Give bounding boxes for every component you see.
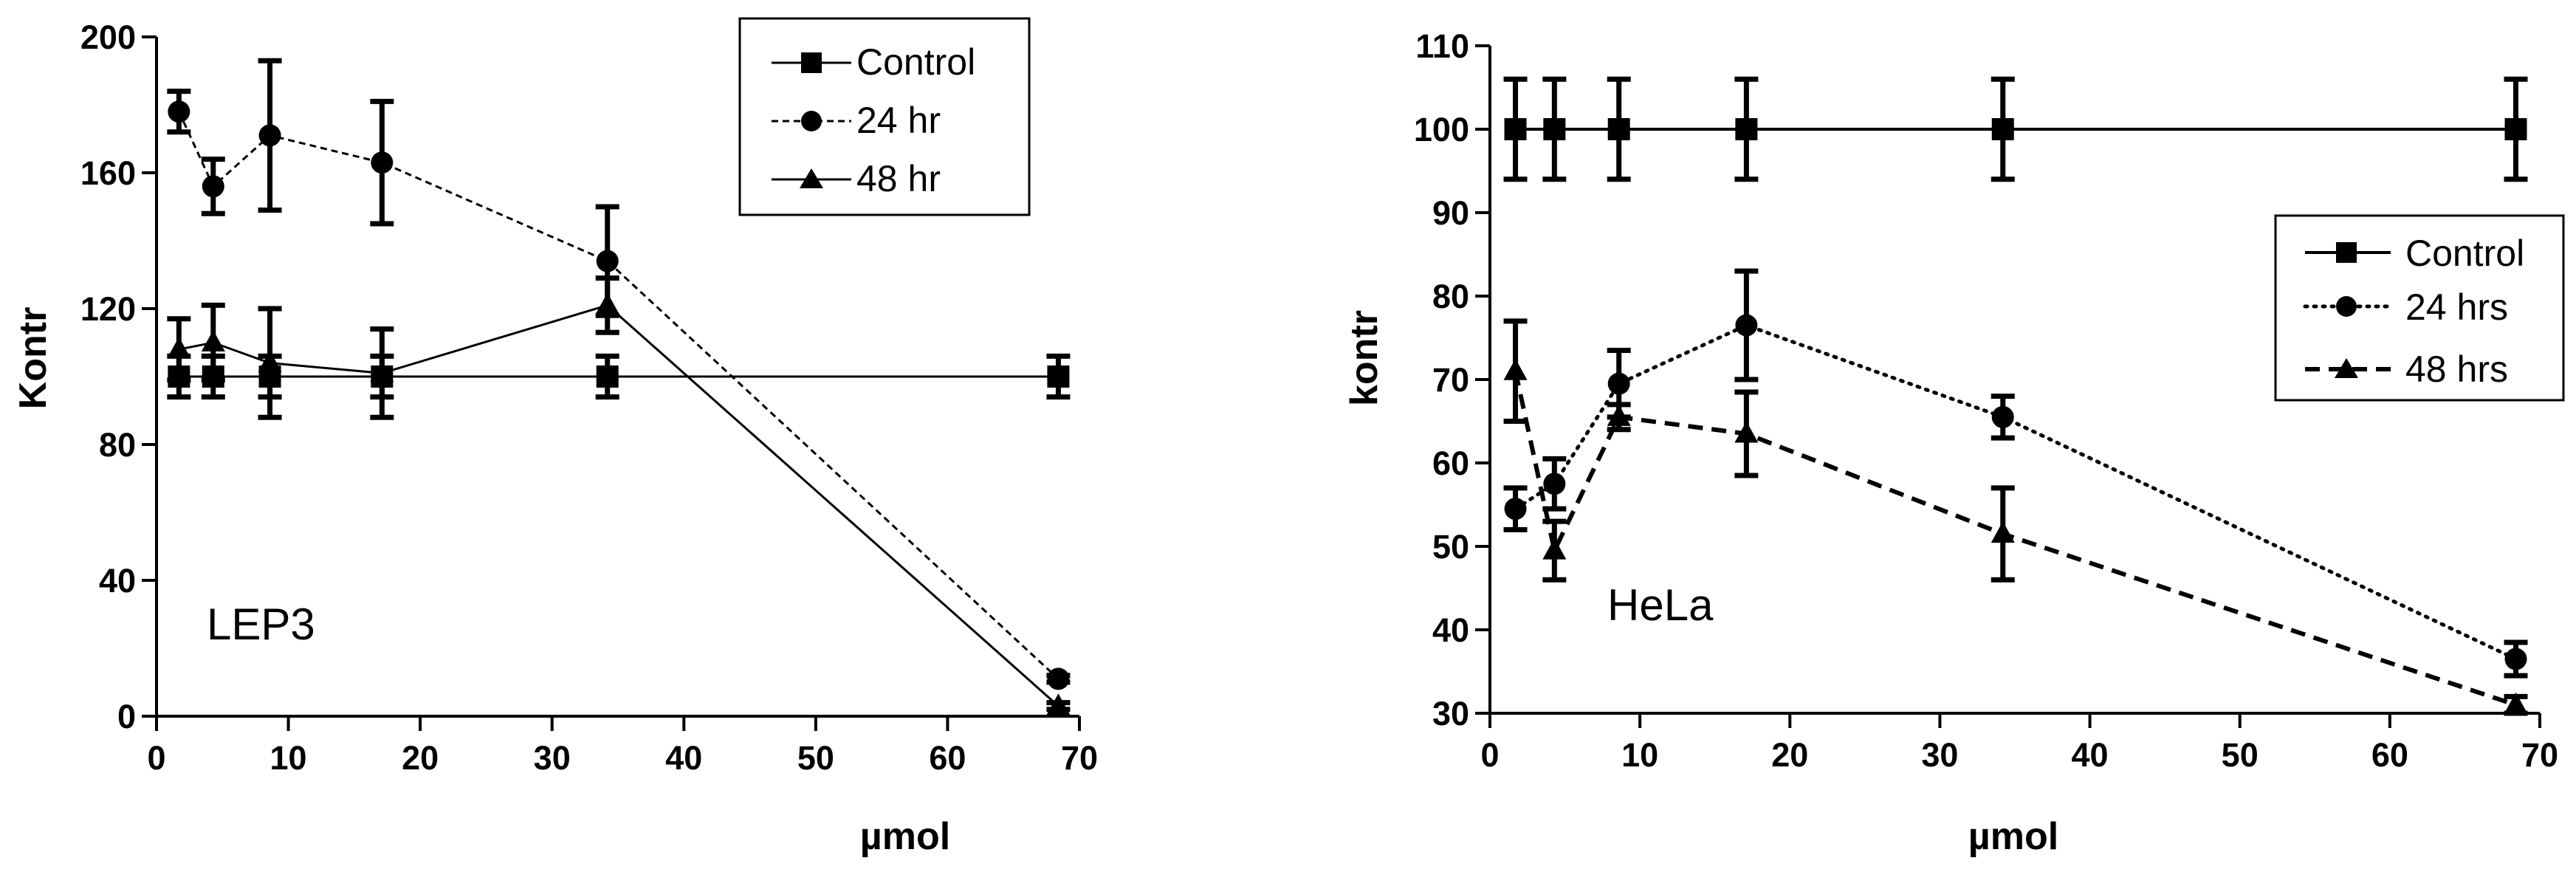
legend-label-24hr: 24 hr: [856, 100, 941, 141]
x-tick-label: 70: [2521, 736, 2558, 774]
chart-panel-hela: 30 40 50 60 70 80 90 100 110 0 10 20 30 40 50 60 70 µmol…: [1343, 27, 2565, 858]
x-tick-label: 20: [1771, 736, 1808, 774]
data-point-48-hrs: [1991, 521, 2015, 543]
y-tick-label: 30: [1432, 695, 1469, 732]
y-tick-label: 120: [80, 290, 136, 328]
series-line-48-hrs: [1513, 371, 2517, 707]
plot-area-hela: 30 40 50 60 70 80 90 100 110 0 10 20 30 40 50 60 70: [1414, 27, 2558, 774]
x-tick-label: 20: [402, 739, 439, 777]
data-point-24-hrs: [2504, 648, 2527, 670]
data-point-48-hr: [595, 292, 619, 315]
legend-lep3: Control 24 hr 48 hr: [738, 17, 1031, 216]
x-tick-label: 30: [1921, 736, 1958, 774]
x-tick-label: 0: [147, 739, 165, 777]
data-point-24-hr: [168, 100, 190, 123]
data-point-control: [1047, 365, 1070, 388]
data-point-control: [1607, 118, 1630, 140]
legend-circle-marker: [801, 111, 822, 131]
x-tick-label: 60: [2371, 736, 2408, 774]
data-point-24-hr: [1047, 667, 1070, 690]
y-tick-label: 60: [1432, 444, 1469, 482]
data-point-48-hr: [258, 350, 282, 372]
y-tick-label: 50: [1432, 528, 1469, 566]
legend-triangle-marker: [800, 168, 823, 188]
data-point-control: [2504, 118, 2527, 140]
x-axis-title-lep3: µmol: [860, 815, 950, 858]
data-point-48-hrs: [1503, 358, 1528, 380]
x-axis-title-hela: µmol: [1968, 815, 2058, 858]
panel-annotation-lep3: LEP3: [207, 600, 315, 649]
legend-label-48hr: 48 hr: [856, 158, 941, 199]
y-tick-label: 110: [1415, 27, 1469, 65]
x-tick-label: 40: [665, 739, 702, 777]
plot-area-lep3: 0 40 80 120 160 200 0 10 20 30 40 50 60 70: [80, 18, 1098, 777]
y-tick-label: 80: [1432, 278, 1469, 315]
data-point-48-hr: [1046, 693, 1071, 715]
legend-label-24hrs: 24 hrs: [2405, 286, 2508, 328]
data-point-48-hr: [167, 337, 191, 359]
data-point-control: [1991, 118, 2014, 140]
x-tick-label: 30: [534, 739, 571, 777]
data-point-24-hr: [371, 151, 394, 174]
y-tick-label: 90: [1432, 194, 1469, 232]
legend-circle-marker-hela: [2336, 296, 2357, 317]
data-point-24-hrs: [1991, 405, 2014, 428]
y-tick-label: 100: [1414, 111, 1469, 148]
data-point-24-hr: [596, 250, 619, 272]
data-point-48-hrs: [2504, 692, 2528, 714]
legend-hela: Control 24 hrs 48 hrs: [2274, 214, 2565, 402]
data-point-24-hr: [202, 175, 224, 198]
data-point-48-hrs: [1734, 421, 1759, 443]
x-tick-label: 50: [2222, 736, 2259, 774]
legend-label-control: Control: [856, 41, 975, 83]
x-tick-label: 60: [929, 739, 966, 777]
series-line-24-hr: [177, 111, 1059, 680]
data-point-48-hr: [370, 360, 394, 382]
x-tick-label: 50: [797, 739, 834, 777]
legend-triangle-marker-hela: [2335, 358, 2358, 378]
y-tick-label: 0: [117, 698, 136, 735]
data-point-control: [1543, 118, 1566, 140]
data-point-24-hr: [258, 124, 281, 147]
data-point-48-hrs: [1607, 404, 1631, 426]
legend-square-marker-hela: [2336, 242, 2357, 263]
y-axis-title-hela: kontr: [1343, 310, 1386, 406]
y-axis-title-lep3: Kontr: [12, 307, 55, 410]
data-point-48-hr: [201, 330, 225, 351]
y-tick-label: 160: [80, 154, 136, 192]
x-tick-label: 70: [1061, 739, 1098, 777]
y-tick-label: 200: [80, 18, 136, 56]
data-point-48-hrs: [1542, 538, 1567, 560]
y-tick-label: 40: [1432, 611, 1469, 649]
legend-box-lep3: [738, 17, 1031, 216]
x-tick-label: 10: [1621, 736, 1658, 774]
y-tick-label: 70: [1432, 361, 1469, 399]
data-point-24-hrs: [1735, 314, 1758, 337]
data-point-control: [596, 365, 619, 388]
chart-panel-lep3: 0 40 80 120 160 200 0 10 20 30 40 50 60 70 µmol Kontr…: [12, 17, 1098, 858]
y-tick-label: 40: [99, 562, 136, 600]
x-tick-label: 40: [2072, 736, 2109, 774]
panel-annotation-hela: HeLa: [1607, 580, 1714, 630]
y-tick-label: 80: [99, 426, 136, 464]
legend-square-marker: [801, 52, 822, 73]
legend-label-control-hela: Control: [2405, 233, 2524, 274]
data-point-24-hrs: [1607, 372, 1630, 395]
data-point-24-hrs: [1543, 473, 1566, 495]
legend-label-48hrs: 48 hrs: [2405, 349, 2508, 390]
x-tick-label: 0: [1480, 736, 1499, 774]
data-point-24-hrs: [1504, 498, 1527, 521]
data-point-control: [1504, 118, 1527, 140]
data-point-control: [1735, 118, 1758, 140]
x-tick-label: 10: [270, 739, 307, 777]
